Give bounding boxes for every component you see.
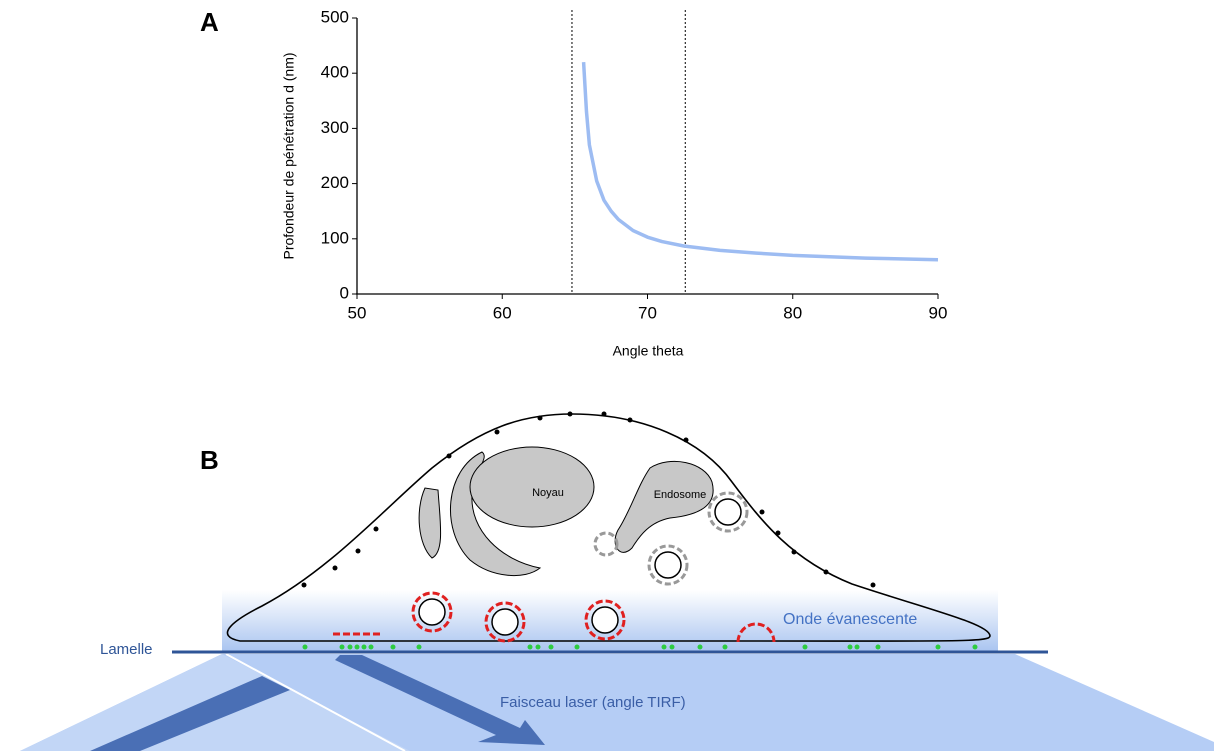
y-tick-label: 200 (321, 173, 349, 192)
beam-label: Faisceau laser (angle TIRF) (500, 694, 686, 711)
panel-label: A (200, 7, 219, 37)
nucleus (469, 446, 595, 528)
endosome (614, 460, 714, 553)
x-tick-label: 50 (348, 303, 367, 322)
x-tick-label: 90 (929, 303, 948, 322)
wave-label: Onde évanescente (783, 611, 917, 628)
nucleus-label: Noyau (532, 487, 564, 499)
clathrin-coat (584, 599, 626, 641)
y-tick-label: 0 (340, 283, 349, 302)
pits (333, 591, 776, 643)
data-line (581, 62, 939, 262)
cell (226, 413, 991, 642)
y-tick-label: 100 (321, 228, 349, 247)
endosome-label: Endosome (654, 489, 707, 501)
x-tick-label: 70 (638, 303, 657, 322)
panel-label: B (200, 445, 219, 475)
y-tick-label: 500 (321, 7, 349, 26)
x-tick-label: 60 (493, 303, 512, 322)
vesicle (714, 498, 742, 526)
plot: 50 60 70 80 90 0 100 200 300 400 500 (321, 7, 948, 322)
vesicle-coat (707, 491, 749, 533)
beam-arrow (90, 676, 290, 751)
membrane-dots (301, 411, 876, 588)
fluorophores (302, 644, 978, 650)
y-tick-label: 300 (321, 118, 349, 137)
vesicle (591, 606, 619, 634)
vesicle (491, 608, 519, 636)
vesicle-coat (647, 544, 689, 586)
vesicle-coat (593, 531, 619, 557)
clathrin-coat (411, 591, 453, 633)
vesicle (654, 551, 682, 579)
coverslip-label: Lamelle (100, 641, 153, 658)
y-axis-label: Profondeur de pénétration d (nm) (281, 52, 297, 259)
y-tick-label: 400 (321, 63, 349, 82)
clathrin-coat (484, 601, 526, 643)
beam-edge (225, 653, 406, 752)
x-axis-label: Angle theta (613, 343, 684, 359)
organelle (418, 487, 442, 559)
beam-arrow (335, 655, 545, 745)
vesicle (418, 598, 446, 626)
x-tick-label: 80 (783, 303, 802, 322)
